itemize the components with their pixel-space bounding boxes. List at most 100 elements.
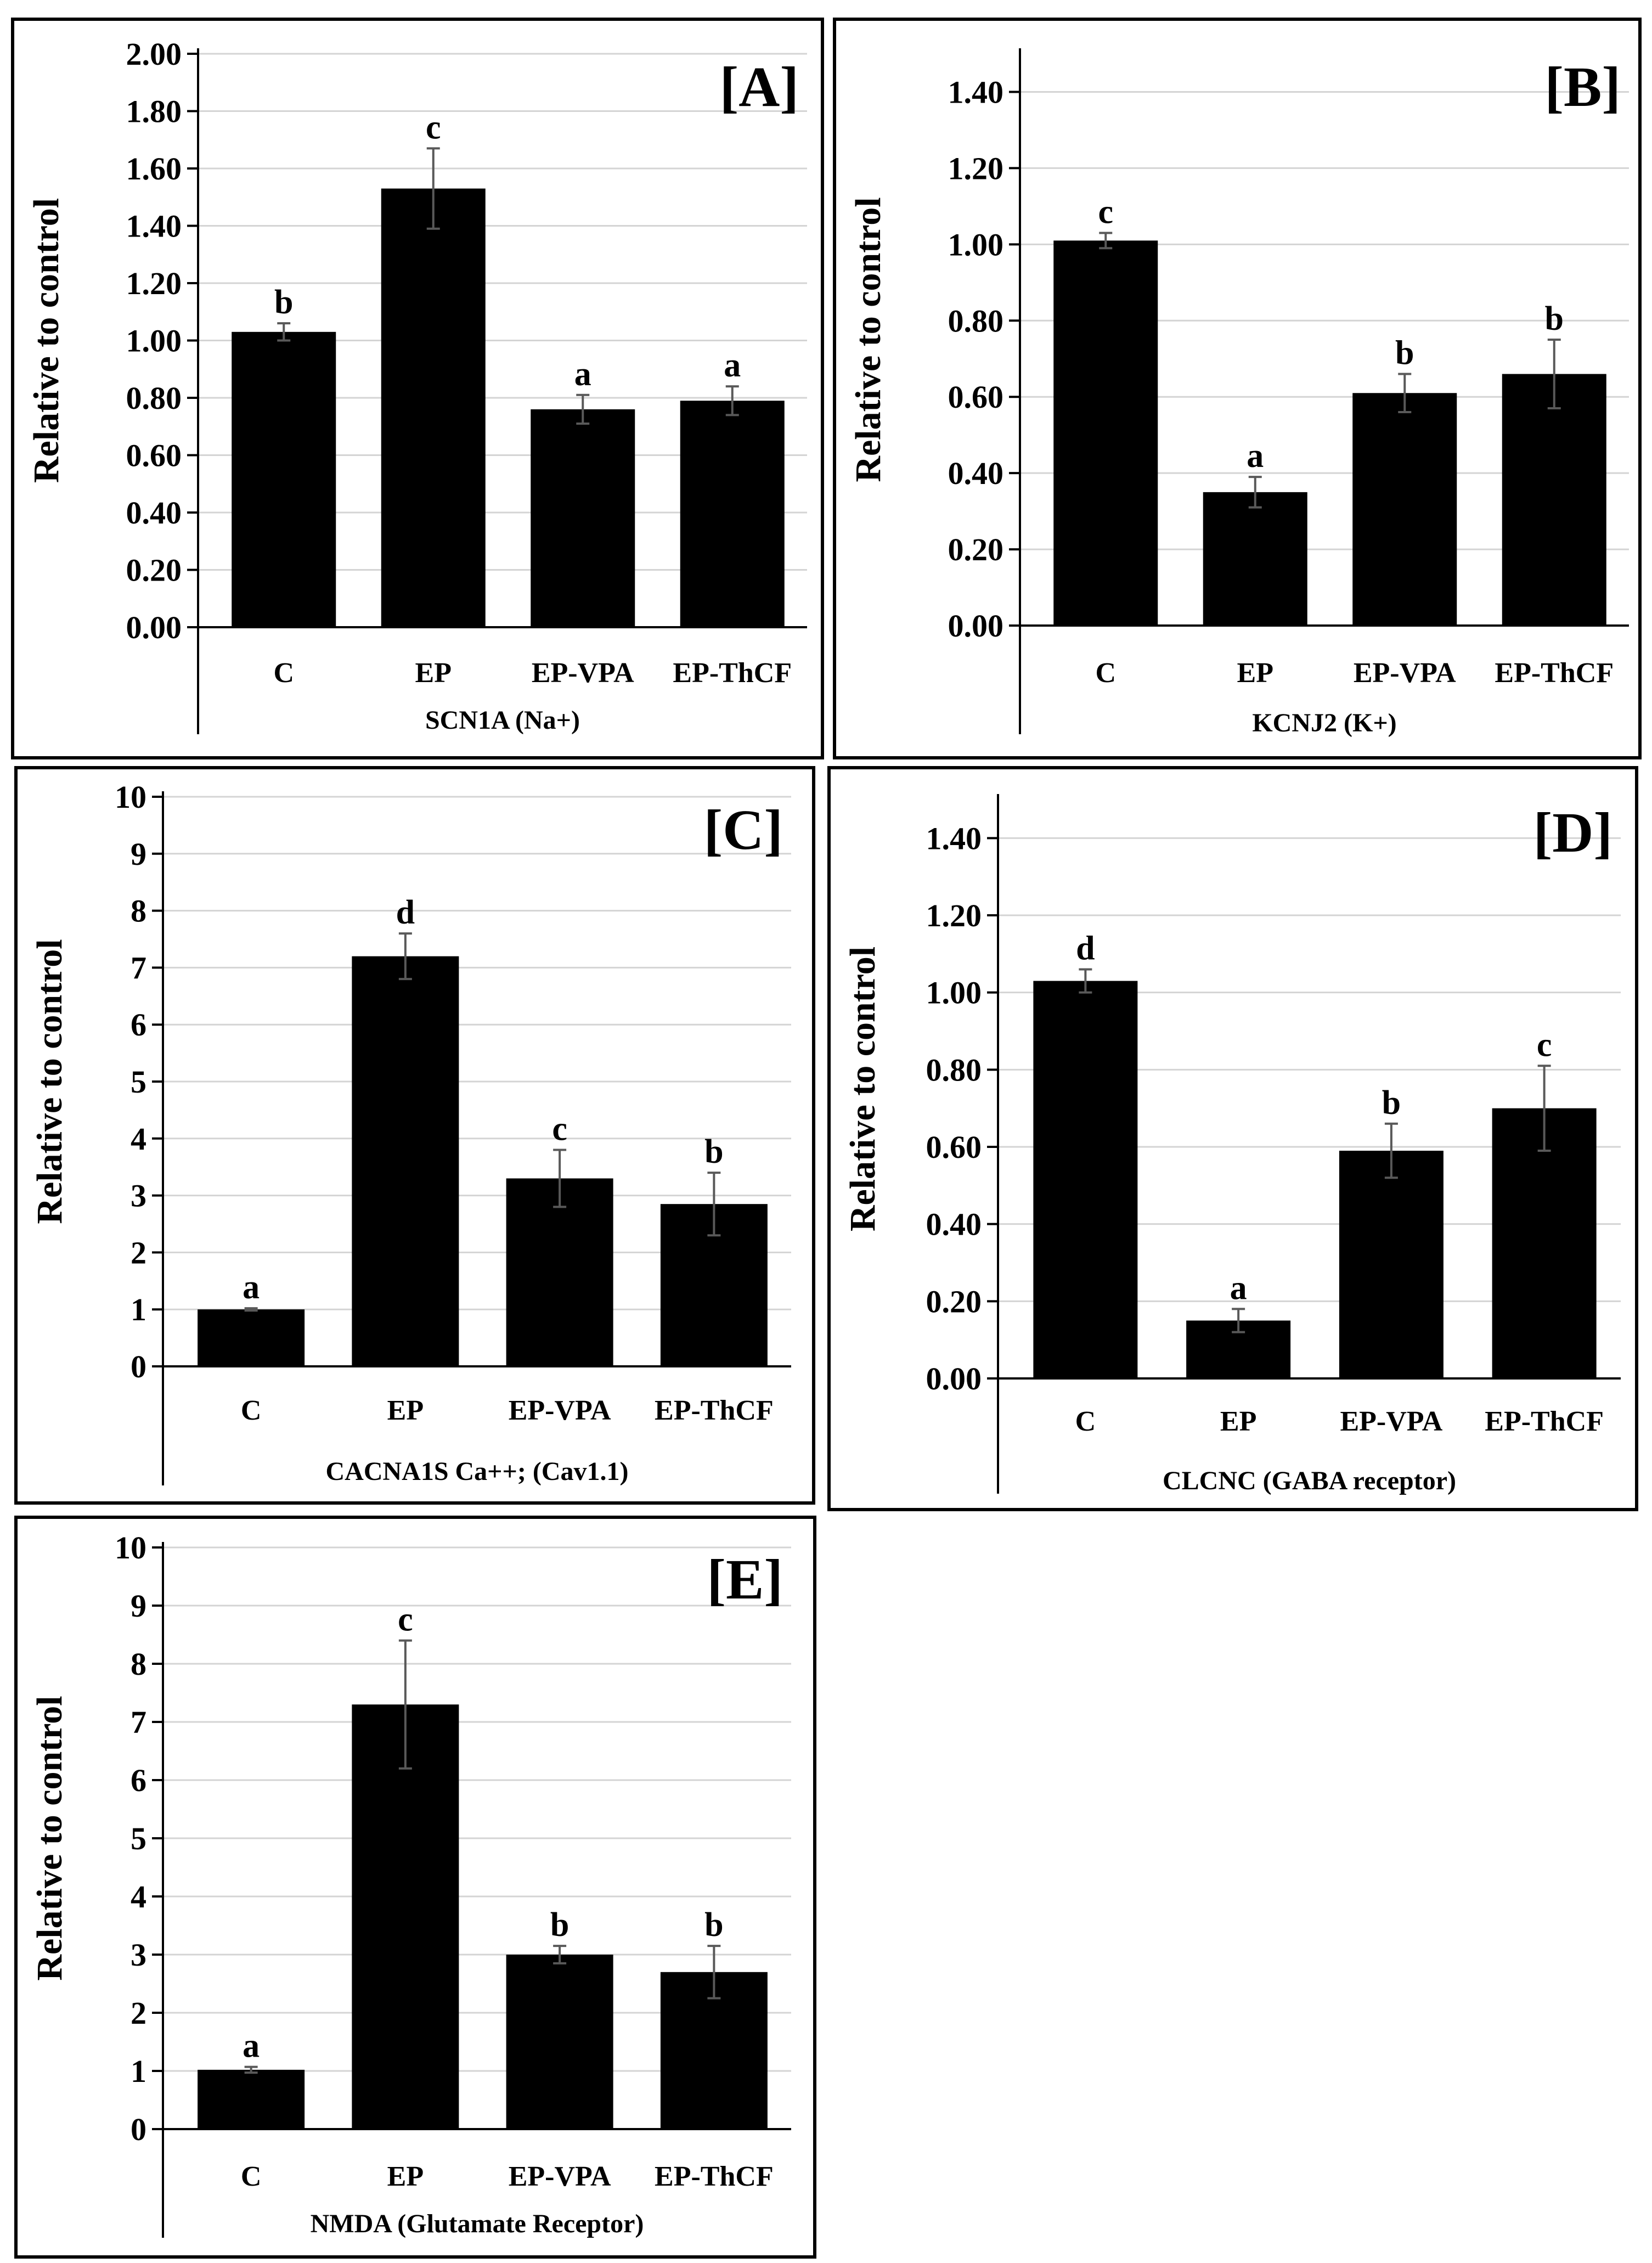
- category-label: EP: [1237, 657, 1273, 689]
- y-tick-label: 1.60: [126, 151, 182, 187]
- chart-svg: 0.00 0.20 0.40 0.60 0.80 1.00 1.20 1.40 d Ca EP b EP…: [843, 794, 1621, 1495]
- x-axis-title: KCNJ2 (K+): [1252, 708, 1396, 738]
- significance-letter: c: [1537, 1026, 1552, 1063]
- category-label: EP-ThCF: [1495, 657, 1614, 689]
- category-label: EP: [1220, 1406, 1256, 1437]
- y-axis-title: Relative to control: [843, 947, 883, 1231]
- y-tick-label: 0.60: [926, 1129, 982, 1165]
- bar: [381, 188, 486, 627]
- y-tick-label: 0.80: [948, 303, 1004, 339]
- bar: [352, 956, 459, 1366]
- y-tick-label: 0.40: [926, 1207, 982, 1242]
- significance-letter: b: [1382, 1084, 1401, 1122]
- significance-letter: b: [1545, 300, 1564, 337]
- bar: [1339, 1151, 1444, 1378]
- bar: [1492, 1108, 1597, 1378]
- category-label: EP-VPA: [509, 1395, 611, 1426]
- panel-a: 0.00 0.20 0.40 0.60 0.80 1.00 1.20 1.40 1.60 1.80…: [11, 18, 824, 759]
- y-tick-label: 1: [131, 1292, 146, 1327]
- bar: [506, 1955, 613, 2129]
- y-tick-label: 2: [131, 1235, 146, 1270]
- y-axis-title: Relative to control: [848, 197, 888, 482]
- y-tick-label: 3: [131, 1178, 146, 1214]
- bar: [198, 1309, 305, 1366]
- y-tick-label: 8: [131, 893, 146, 929]
- significance-letter: c: [398, 1601, 413, 1639]
- y-tick-label: 0.00: [948, 608, 1004, 644]
- bar: [1502, 374, 1606, 626]
- category-label: EP-ThCF: [655, 1395, 774, 1426]
- bar: [1203, 492, 1307, 626]
- y-axis-title: Relative to control: [30, 939, 70, 1224]
- y-tick-label: 0.00: [926, 1361, 982, 1397]
- significance-letter: a: [1247, 437, 1264, 475]
- y-tick-label: 1.40: [926, 820, 982, 856]
- panel-label: [A]: [720, 55, 799, 119]
- y-tick-label: 7: [131, 950, 146, 986]
- y-tick-label: 0.40: [126, 495, 182, 531]
- y-tick-label: 2.00: [126, 36, 182, 72]
- y-tick-label: 9: [131, 1588, 146, 1624]
- y-tick-label: 0.00: [126, 610, 182, 645]
- y-axis-title: Relative to control: [26, 198, 66, 483]
- category-label: EP-ThCF: [673, 657, 792, 689]
- y-tick-label: 0.80: [126, 380, 182, 416]
- significance-letter: a: [243, 2028, 260, 2065]
- y-tick-label: 1.00: [926, 975, 982, 1011]
- y-tick-label: 0.60: [948, 379, 1004, 415]
- bar: [1352, 393, 1457, 626]
- category-label: C: [1075, 1406, 1096, 1437]
- x-axis-title: SCN1A (Na+): [425, 706, 580, 735]
- y-tick-label: 0.60: [126, 438, 182, 474]
- panel-label: [D]: [1533, 801, 1612, 864]
- y-tick-label: 2: [131, 1995, 146, 2031]
- bar: [1053, 240, 1158, 626]
- y-tick-label: 0.20: [126, 553, 182, 588]
- category-label: C: [241, 2161, 262, 2192]
- y-tick-label: 1.80: [126, 94, 182, 130]
- y-tick-label: 1.40: [126, 209, 182, 244]
- y-tick-label: 7: [131, 1704, 146, 1740]
- category-label: EP: [387, 1395, 424, 1426]
- significance-letter: a: [724, 347, 741, 384]
- significance-letter: d: [1076, 930, 1095, 967]
- y-tick-label: 0.20: [926, 1284, 982, 1319]
- category-label: EP: [415, 657, 452, 689]
- x-axis-title: NMDA (Glutamate Receptor): [311, 2209, 644, 2238]
- category-label: EP-ThCF: [1485, 1406, 1604, 1437]
- significance-letter: c: [426, 109, 441, 146]
- y-tick-label: 1.20: [126, 266, 182, 301]
- y-tick-label: 1.00: [126, 323, 182, 359]
- significance-letter: b: [274, 284, 293, 321]
- category-label: EP: [387, 2161, 424, 2192]
- significance-letter: a: [1230, 1269, 1247, 1307]
- bar: [680, 401, 785, 627]
- bar: [198, 2069, 305, 2129]
- y-tick-label: 1.20: [948, 150, 1004, 186]
- y-tick-label: 1: [131, 2053, 146, 2089]
- category-label: C: [241, 1395, 262, 1426]
- y-tick-label: 1.20: [926, 898, 982, 933]
- significance-letter: a: [574, 356, 591, 393]
- bar: [1033, 981, 1138, 1378]
- y-tick-label: 8: [131, 1646, 146, 1682]
- y-tick-label: 6: [131, 1763, 146, 1798]
- y-tick-label: 1.40: [948, 74, 1004, 110]
- y-tick-label: 0.80: [926, 1052, 982, 1088]
- category-label: C: [273, 657, 294, 689]
- significance-letter: b: [1395, 335, 1414, 372]
- bar: [506, 1178, 613, 1366]
- category-label: EP-ThCF: [655, 2161, 774, 2192]
- significance-letter: b: [704, 1133, 723, 1170]
- bar: [531, 409, 635, 627]
- significance-letter: c: [552, 1111, 567, 1148]
- y-tick-label: 3: [131, 1937, 146, 1973]
- category-label: EP-VPA: [1354, 657, 1456, 689]
- significance-letter: b: [704, 1906, 723, 1944]
- y-tick-label: 1.00: [948, 227, 1004, 262]
- y-axis-title: Relative to control: [30, 1696, 70, 1980]
- y-tick-label: 0.40: [948, 455, 1004, 491]
